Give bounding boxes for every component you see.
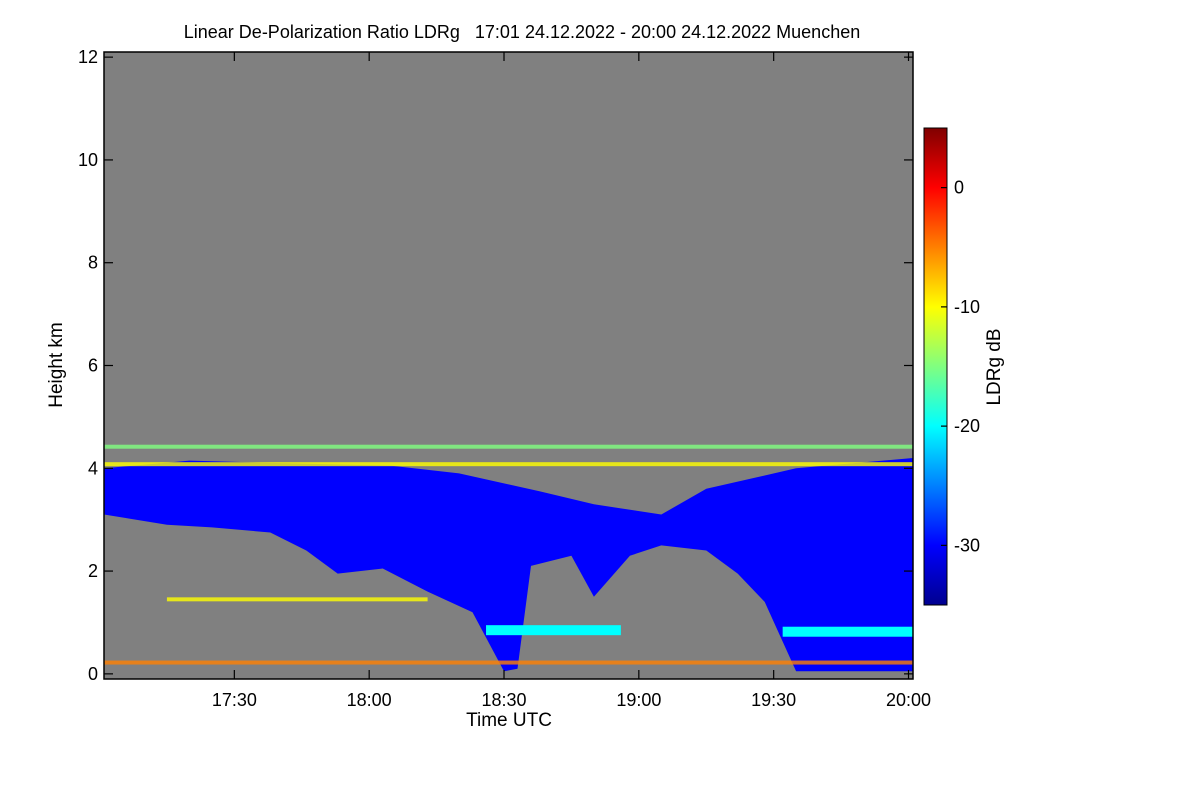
- y-tick-label: 2: [88, 561, 98, 581]
- y-tick-label: 8: [88, 253, 98, 273]
- colorbar-tick-label: -30: [954, 535, 980, 555]
- y-axis-label: Height km: [46, 322, 67, 408]
- y-tick-label: 10: [78, 150, 98, 170]
- aerosol-band-2: [104, 444, 913, 449]
- aerosol-band-3: [166, 597, 428, 602]
- y-axis: 0 2 4 6 8 10 12: [78, 47, 913, 684]
- colorbar-tick-label: -10: [954, 297, 980, 317]
- y-tick-label: 6: [88, 356, 98, 376]
- melting-layer-0: [486, 625, 621, 636]
- x-tick-label: 17:30: [212, 690, 257, 710]
- colorbar: 0 -10 -20 -30 LDRg dB: [923, 127, 1005, 606]
- data-layer: [104, 444, 913, 672]
- colorbar-gradient: [923, 127, 948, 606]
- y-tick-label: 12: [78, 47, 98, 67]
- melting-layer-1: [782, 626, 913, 637]
- aerosol-band-1: [104, 462, 913, 467]
- colorbar-label: LDRg dB: [984, 328, 1005, 405]
- x-tick-label: 19:00: [616, 690, 661, 710]
- x-tick-label: 19:30: [751, 690, 796, 710]
- x-tick-label: 18:00: [347, 690, 392, 710]
- plot-area: [104, 52, 913, 679]
- colorbar-tick-label: -20: [954, 416, 980, 436]
- y-tick-label: 4: [88, 458, 98, 478]
- cloud-layer: [104, 458, 913, 672]
- x-axis: 17:30 18:00 18:30 19:00 19:30 20:00: [212, 52, 931, 710]
- x-tick-label: 18:30: [481, 690, 526, 710]
- colorbar-tick-label: 0: [954, 178, 964, 198]
- aerosol-band-0: [104, 660, 913, 665]
- x-tick-label: 20:00: [886, 690, 931, 710]
- x-axis-label: Time UTC: [466, 710, 552, 731]
- chart-title: Linear De-Polarization Ratio LDRg 17:01 …: [184, 22, 860, 42]
- y-tick-label: 0: [88, 664, 98, 684]
- colorbar-ticks: 0 -10 -20 -30: [941, 178, 980, 555]
